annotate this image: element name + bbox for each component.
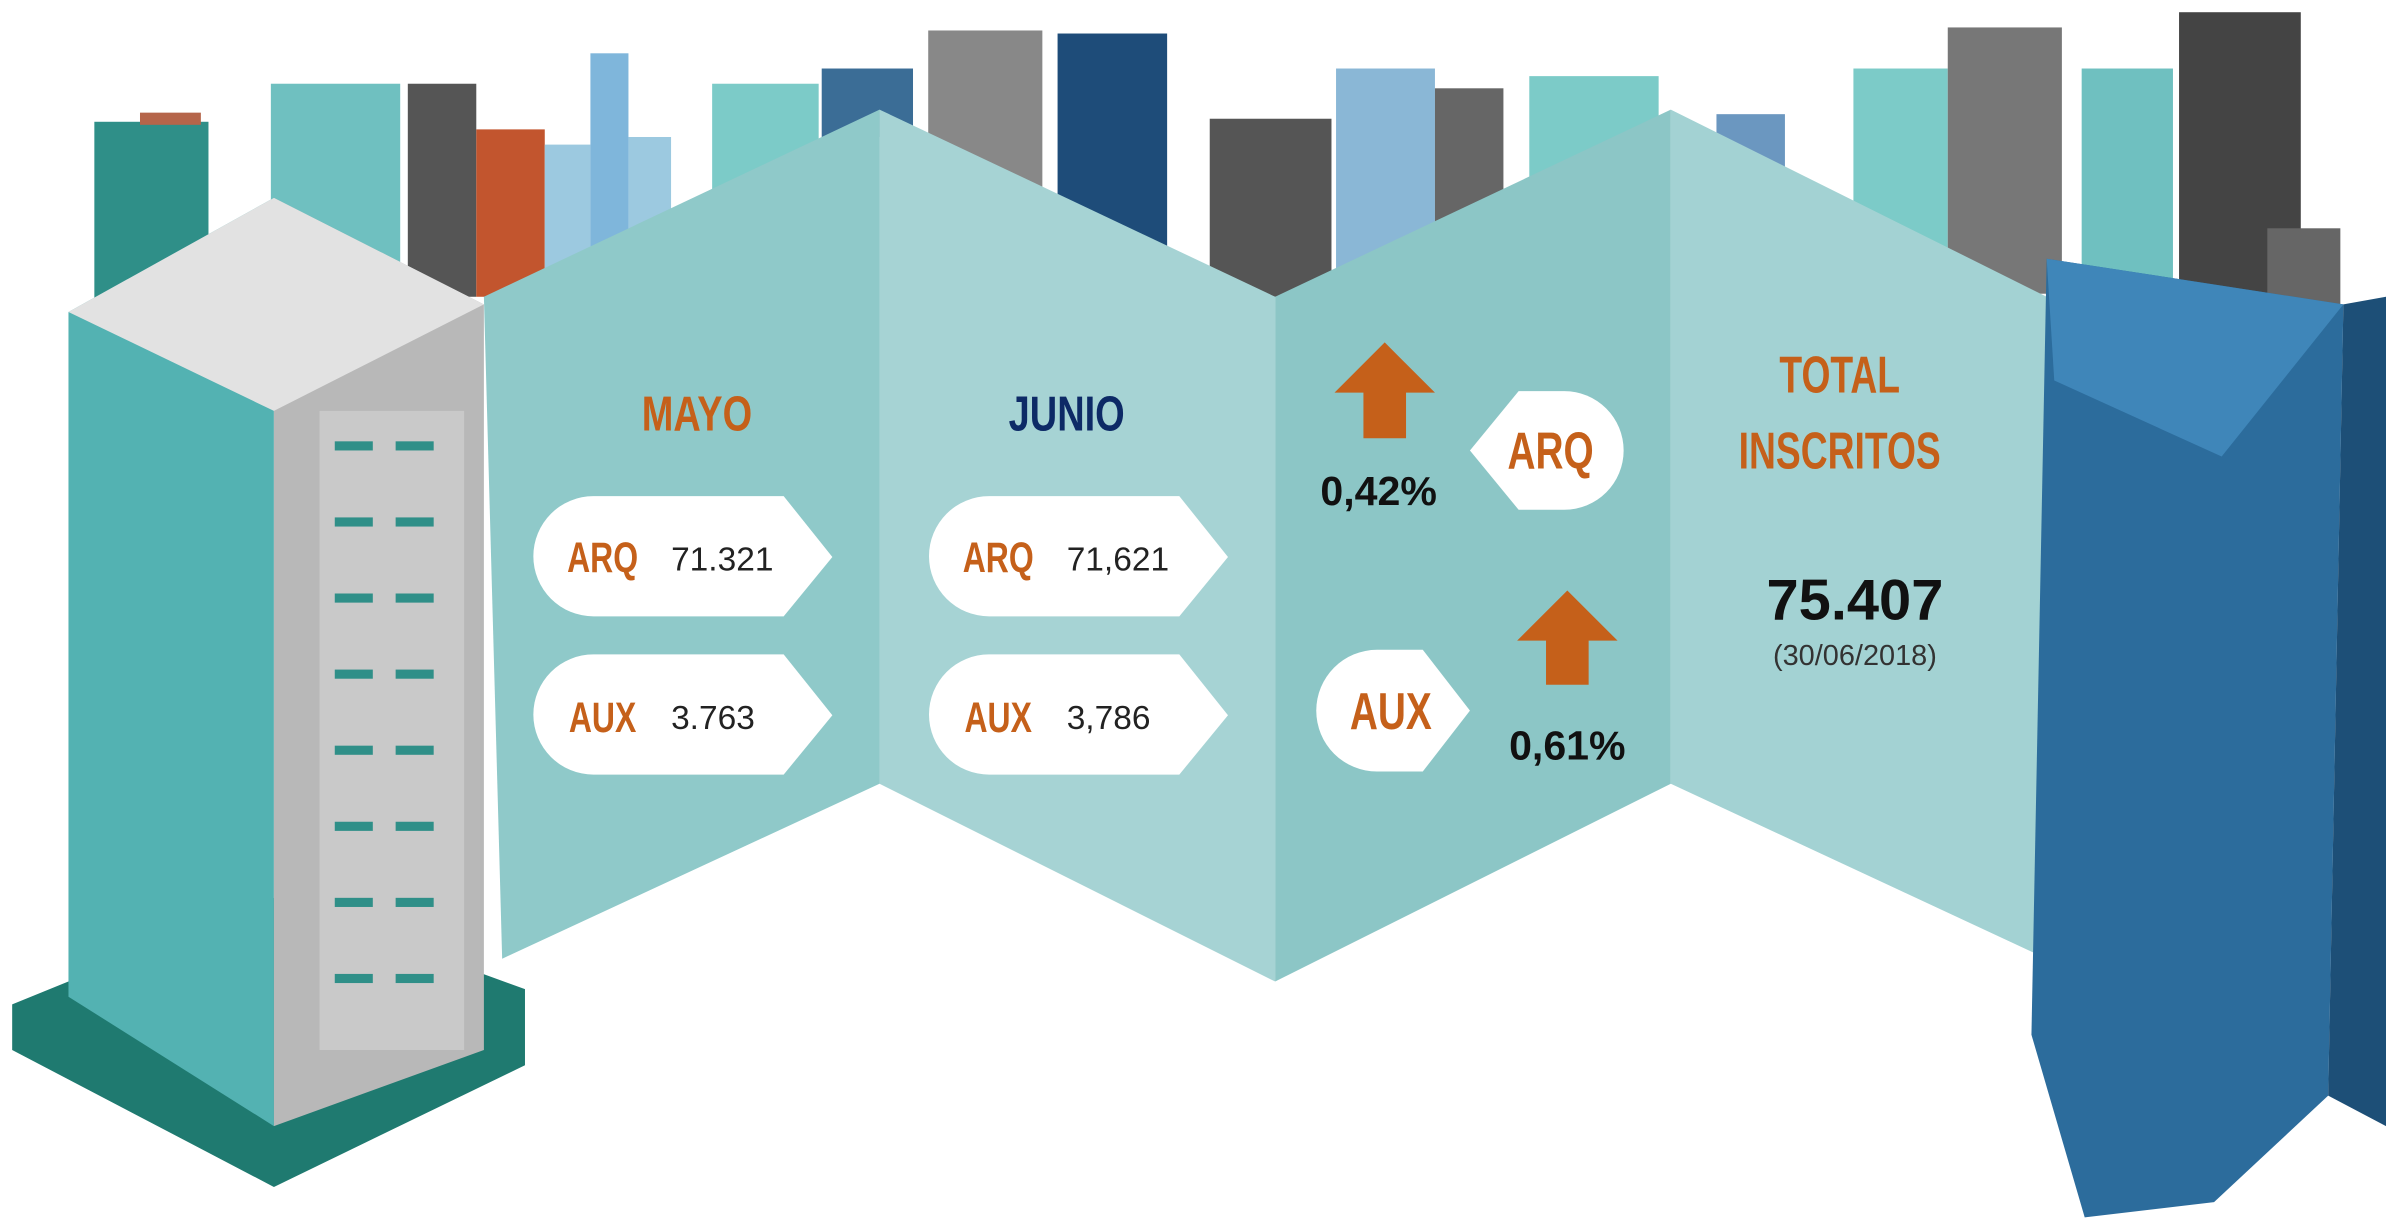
panel	[1275, 109, 1671, 982]
variation-label: ARQ	[1507, 422, 1593, 480]
pill-label: AUX	[569, 694, 636, 742]
skyline	[94, 12, 2341, 305]
pill-value: 71,621	[1067, 542, 1169, 579]
variation-percent: 0,42%	[1320, 468, 1436, 514]
pill-value: 3.763	[671, 700, 755, 737]
pill-value: 71.321	[671, 542, 773, 579]
total-value: 75.407	[1767, 568, 1944, 632]
variation-percent: 0,61%	[1509, 722, 1625, 768]
panel	[1670, 109, 2047, 959]
total-date: (30/06/2018)	[1773, 640, 1937, 672]
total-title: TOTAL	[1779, 346, 1900, 405]
total-title: INSCRITOS	[1739, 422, 1941, 481]
pill-label: ARQ	[963, 534, 1034, 582]
pills	[533, 391, 1624, 775]
up-arrows	[1334, 342, 1618, 685]
month-title: JUNIO	[1009, 387, 1125, 442]
variation-label: AUX	[1350, 683, 1432, 741]
month-title: MAYO	[642, 387, 752, 442]
pill-label: AUX	[965, 694, 1032, 742]
pill-value: 3,786	[1067, 700, 1151, 737]
pill-label: ARQ	[567, 534, 638, 582]
left-building	[12, 197, 525, 1187]
right-building	[2031, 258, 2386, 1218]
